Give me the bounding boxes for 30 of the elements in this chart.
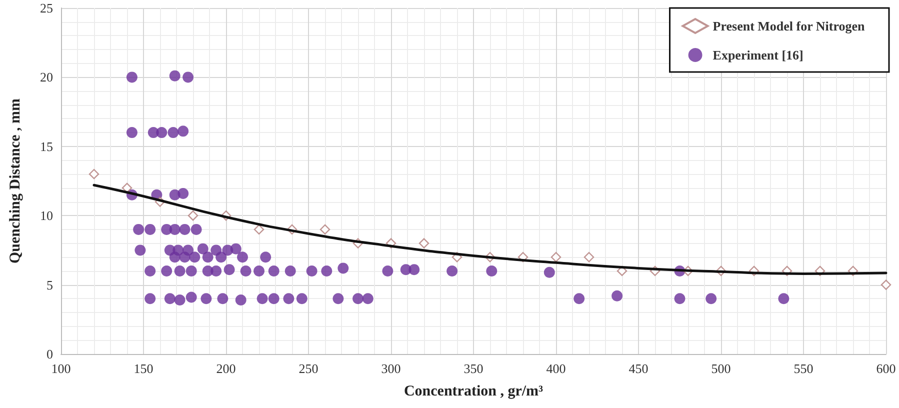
y-tick-label: 0 (46, 346, 53, 362)
line-series (92, 184, 888, 275)
x-tick-label: 550 (794, 361, 814, 376)
point (254, 224, 264, 235)
x-tick-label: 100 (51, 361, 71, 376)
x-tick-label: 300 (381, 361, 401, 376)
point (550, 252, 562, 262)
y-tick-label: 15 (40, 138, 53, 154)
x-tick-label: 350 (464, 361, 484, 376)
x-tick-label: 200 (216, 361, 236, 376)
point (188, 210, 198, 221)
point (584, 252, 594, 262)
x-tick-label: 600 (876, 361, 896, 376)
legend-label: Experiment [16] (712, 48, 804, 62)
x-tick-label: 500 (711, 361, 731, 376)
x-axis-title: Concentration , gr/m³ (404, 384, 544, 400)
x-tick-label: 250 (298, 361, 318, 376)
y-tick-label: 25 (40, 0, 53, 16)
point (88, 168, 100, 180)
y-tick-label: 5 (46, 277, 53, 292)
point (418, 238, 430, 248)
x-tick-label: 150 (134, 361, 154, 376)
x-tick-label: 450 (628, 361, 648, 376)
legend-label: Present Model for Nitrogen (712, 18, 866, 34)
y-tick-label: 10 (40, 208, 53, 224)
y-axis-title: Quenching Distance , mm (8, 98, 24, 264)
x-tick-label: 400 (546, 361, 566, 376)
point (320, 224, 330, 235)
y-tick-label: 20 (40, 70, 53, 85)
point (880, 280, 892, 290)
